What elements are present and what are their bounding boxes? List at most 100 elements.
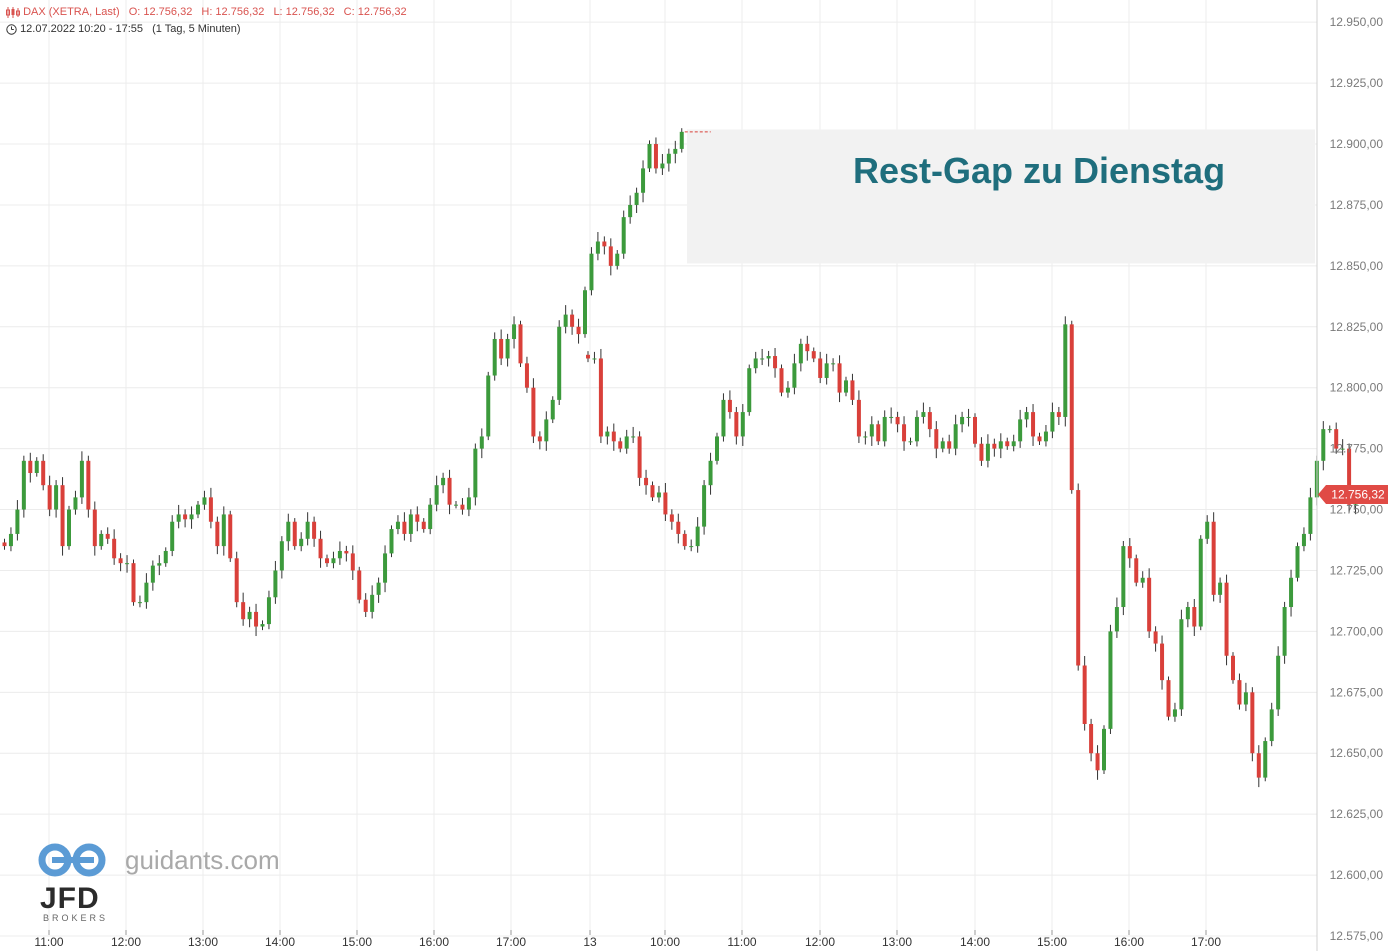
candle: [28, 452, 33, 483]
candle-body-down: [312, 521, 317, 539]
candle: [637, 431, 642, 486]
x-axis-labels: 11:00 12:00 13:00 14:00 15:00 16:00 17:00 13 10:…: [34, 935, 1221, 949]
candle: [415, 506, 420, 532]
candle: [682, 530, 687, 550]
candle-body-up: [67, 509, 71, 547]
candle: [666, 148, 671, 172]
candle: [363, 593, 368, 618]
candle-body-down: [415, 514, 420, 522]
candle: [557, 320, 562, 406]
candle-body-up: [1185, 607, 1190, 620]
candle: [992, 438, 997, 457]
candle-body-up: [1172, 709, 1177, 717]
candle-body-up: [21, 460, 26, 510]
candle-body-up: [286, 521, 291, 542]
candle: [1301, 527, 1306, 552]
candle-body-down: [215, 521, 220, 547]
candle: [402, 512, 407, 541]
candle: [1063, 316, 1068, 427]
candle-body-up: [615, 253, 620, 266]
x-tick-label: 10:00: [650, 935, 680, 949]
candle: [653, 137, 658, 174]
candle-body-up: [721, 399, 726, 437]
candle-body-up: [656, 492, 661, 498]
candle: [312, 516, 317, 547]
candle: [331, 551, 336, 569]
candle: [1205, 515, 1210, 544]
candle-body-up: [79, 460, 84, 498]
candle: [876, 420, 881, 445]
y-tick-label: 12.875,00: [1330, 198, 1384, 212]
candle: [512, 316, 517, 349]
candle: [1147, 568, 1152, 638]
candle: [137, 595, 142, 608]
candle-body-down: [1095, 753, 1100, 771]
candle-body-down: [292, 521, 297, 547]
x-tick-label: 16:00: [419, 935, 449, 949]
candle: [357, 566, 362, 604]
candle-body-down: [1147, 577, 1152, 632]
candle: [1050, 402, 1055, 439]
y-tick-label: 12.825,00: [1330, 320, 1384, 334]
candle-body-up: [125, 563, 130, 565]
candle: [150, 560, 155, 591]
candle-body-down: [460, 504, 465, 510]
candle-body-up: [389, 529, 394, 554]
candle-body-down: [350, 553, 355, 571]
candle: [644, 469, 649, 495]
candle-body-up: [592, 358, 597, 360]
candle-body-up: [747, 368, 752, 413]
candle: [702, 480, 707, 535]
candle: [831, 358, 836, 372]
candle: [1250, 687, 1255, 762]
candle-body-up: [1327, 429, 1332, 431]
candle-body-down: [1082, 665, 1087, 724]
candle-body-up: [163, 550, 168, 564]
candle-body-up: [882, 416, 887, 442]
candle-body-up: [150, 565, 155, 583]
candle: [221, 506, 226, 556]
candle: [1179, 609, 1184, 716]
candle: [1037, 432, 1042, 445]
guidants-logo-icon: [38, 843, 106, 877]
candle-body-down: [105, 533, 110, 539]
candle: [189, 506, 194, 529]
candle-body-up: [621, 217, 626, 254]
candle: [583, 286, 587, 338]
y-tick-label: 12.675,00: [1330, 685, 1384, 699]
candle: [228, 510, 233, 562]
candle: [1172, 702, 1177, 722]
candle-body-down: [60, 485, 65, 547]
candle: [589, 247, 594, 296]
candle-body-down: [618, 441, 623, 449]
candle: [54, 480, 59, 518]
candle: [1108, 624, 1113, 734]
candle: [631, 426, 636, 444]
candle-body-down: [611, 431, 616, 442]
candle: [902, 416, 907, 451]
candles: [2, 128, 1358, 788]
candle-body-up: [792, 363, 797, 388]
candle: [615, 250, 620, 270]
candle-body-up: [985, 443, 990, 461]
candle: [679, 128, 684, 153]
candle: [882, 410, 887, 447]
candle: [325, 554, 329, 567]
candle-body-down: [934, 429, 939, 449]
candle-body-up: [1043, 431, 1048, 442]
candle-body-up: [966, 416, 971, 418]
candle-body-down: [1224, 582, 1229, 656]
candle-body-up: [376, 582, 381, 595]
candle-body-down: [576, 326, 581, 335]
candle: [183, 509, 188, 528]
candle-body-down: [682, 533, 687, 547]
candle: [824, 353, 829, 385]
grid: [0, 0, 1317, 937]
candle-body-down: [1153, 631, 1158, 644]
candle-body-up: [137, 602, 142, 604]
candle-body-down: [1250, 692, 1255, 754]
candle: [889, 407, 894, 424]
candle-body-down: [1005, 441, 1010, 447]
candle-body-up: [1024, 412, 1029, 420]
